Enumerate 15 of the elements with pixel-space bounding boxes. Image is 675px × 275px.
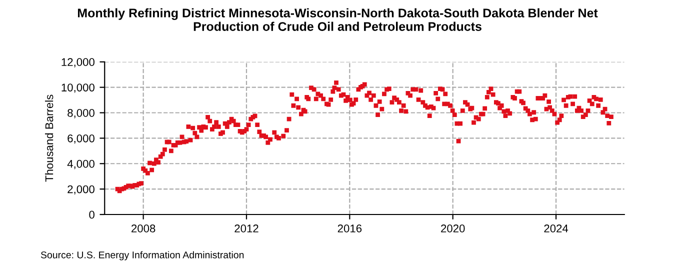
x-tick-label: 2020 <box>441 224 465 232</box>
chart-title: Monthly Refining District Minnesota-Wisconsin-North Dakota-South Dakota Blender Net Production of Crude Oil and Petroleum Products <box>78 8 598 31</box>
source-note: Source: U.S. Energy Information Administration <box>40 251 244 260</box>
y-axis-title: Thousand Barrels <box>45 94 54 182</box>
y-tick-label: 10,000 <box>62 84 94 93</box>
y-tick-label: 6,000 <box>68 134 94 144</box>
x-tick-label: 2008 <box>132 224 156 232</box>
y-tick-label: 0 <box>89 210 94 219</box>
y-tick-label: 12,000 <box>62 58 94 68</box>
y-tick-label: 2,000 <box>68 185 94 195</box>
y-tick-label: 8,000 <box>68 109 94 118</box>
x-tick-label: 2016 <box>338 224 362 232</box>
x-tick-label: 2024 <box>544 224 568 232</box>
x-tick-label: 2012 <box>234 224 258 232</box>
y-tick-label: 4,000 <box>67 160 94 170</box>
